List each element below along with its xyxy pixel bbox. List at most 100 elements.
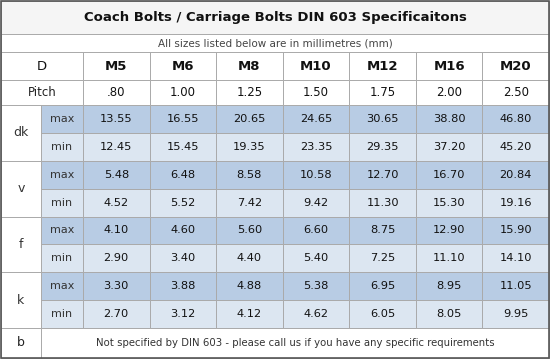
Text: 6.95: 6.95 [370, 281, 395, 291]
Bar [416, 52, 482, 80]
Text: 4.60: 4.60 [170, 225, 195, 236]
Bar [1, 216, 41, 272]
Bar [283, 244, 349, 272]
Bar [482, 188, 549, 216]
Bar [150, 188, 216, 216]
Text: 5.60: 5.60 [237, 225, 262, 236]
Text: v: v [17, 182, 25, 195]
Text: Pitch: Pitch [28, 86, 56, 99]
Text: Coach Bolts / Carriage Bolts DIN 603 Specificaitons: Coach Bolts / Carriage Bolts DIN 603 Spe… [84, 11, 466, 24]
Text: 46.80: 46.80 [499, 114, 532, 124]
Bar [216, 216, 283, 244]
Bar [349, 133, 416, 161]
Text: 8.58: 8.58 [236, 170, 262, 180]
Text: 4.88: 4.88 [237, 281, 262, 291]
Text: M6: M6 [172, 60, 194, 73]
Bar [482, 244, 549, 272]
Text: 15.30: 15.30 [433, 197, 465, 208]
Bar [1, 1, 549, 34]
Text: 1.25: 1.25 [236, 86, 262, 99]
Text: 11.10: 11.10 [433, 253, 465, 263]
Text: 1.50: 1.50 [303, 86, 329, 99]
Text: 12.70: 12.70 [366, 170, 399, 180]
Text: 20.65: 20.65 [233, 114, 266, 124]
Text: 7.25: 7.25 [370, 253, 395, 263]
Bar [482, 272, 549, 300]
Text: 4.10: 4.10 [103, 225, 129, 236]
Text: 23.35: 23.35 [300, 142, 332, 152]
Text: 4.40: 4.40 [237, 253, 262, 263]
Text: M12: M12 [367, 60, 398, 73]
Bar [150, 80, 216, 105]
Text: 14.10: 14.10 [499, 253, 532, 263]
Bar [41, 188, 83, 216]
Bar [83, 161, 150, 188]
Bar [349, 105, 416, 133]
Bar [482, 161, 549, 188]
Text: 45.20: 45.20 [499, 142, 532, 152]
Text: b: b [17, 336, 25, 350]
Bar [150, 300, 216, 328]
Text: 37.20: 37.20 [433, 142, 465, 152]
Bar [41, 105, 83, 133]
Text: M8: M8 [238, 60, 261, 73]
Text: 30.65: 30.65 [366, 114, 399, 124]
Bar [216, 161, 283, 188]
Text: 7.42: 7.42 [237, 197, 262, 208]
Text: max: max [50, 114, 74, 124]
Bar [216, 244, 283, 272]
Text: max: max [50, 281, 74, 291]
Bar [83, 133, 150, 161]
Text: min: min [52, 197, 73, 208]
Bar [349, 188, 416, 216]
Bar [416, 105, 482, 133]
Text: 5.40: 5.40 [304, 253, 328, 263]
Text: k: k [18, 294, 25, 307]
Bar [150, 216, 216, 244]
Bar [150, 133, 216, 161]
Text: 2.70: 2.70 [103, 309, 129, 319]
Bar [283, 272, 349, 300]
Bar [41, 161, 83, 188]
Text: 1.75: 1.75 [370, 86, 395, 99]
Bar [1, 80, 83, 105]
Text: 29.35: 29.35 [366, 142, 399, 152]
Text: 9.42: 9.42 [304, 197, 328, 208]
Text: 2.90: 2.90 [103, 253, 129, 263]
Bar [349, 244, 416, 272]
Bar [150, 244, 216, 272]
Bar [283, 52, 349, 80]
Bar [482, 105, 549, 133]
Text: 2.50: 2.50 [503, 86, 529, 99]
Text: 38.80: 38.80 [433, 114, 465, 124]
Text: 3.88: 3.88 [170, 281, 196, 291]
Bar [1, 105, 41, 161]
Bar [83, 80, 150, 105]
Bar [150, 105, 216, 133]
Text: 1.00: 1.00 [170, 86, 196, 99]
Bar [283, 300, 349, 328]
Bar [283, 133, 349, 161]
Text: 9.95: 9.95 [503, 309, 529, 319]
Text: 4.62: 4.62 [304, 309, 328, 319]
Text: 3.30: 3.30 [103, 281, 129, 291]
Text: 8.75: 8.75 [370, 225, 395, 236]
Bar [416, 80, 482, 105]
Text: Not specified by DIN 603 - please call us if you have any specific requirements: Not specified by DIN 603 - please call u… [96, 338, 494, 348]
Text: max: max [50, 170, 74, 180]
Text: 16.55: 16.55 [167, 114, 199, 124]
Bar [349, 52, 416, 80]
Bar [41, 244, 83, 272]
Text: 15.45: 15.45 [167, 142, 199, 152]
Text: 11.30: 11.30 [366, 197, 399, 208]
Bar [482, 80, 549, 105]
Text: .80: .80 [107, 86, 125, 99]
Bar [349, 300, 416, 328]
Bar [349, 216, 416, 244]
Text: 16.70: 16.70 [433, 170, 465, 180]
Bar [83, 216, 150, 244]
Text: 4.52: 4.52 [104, 197, 129, 208]
Bar [482, 216, 549, 244]
Bar [216, 52, 283, 80]
Bar [1, 272, 41, 328]
